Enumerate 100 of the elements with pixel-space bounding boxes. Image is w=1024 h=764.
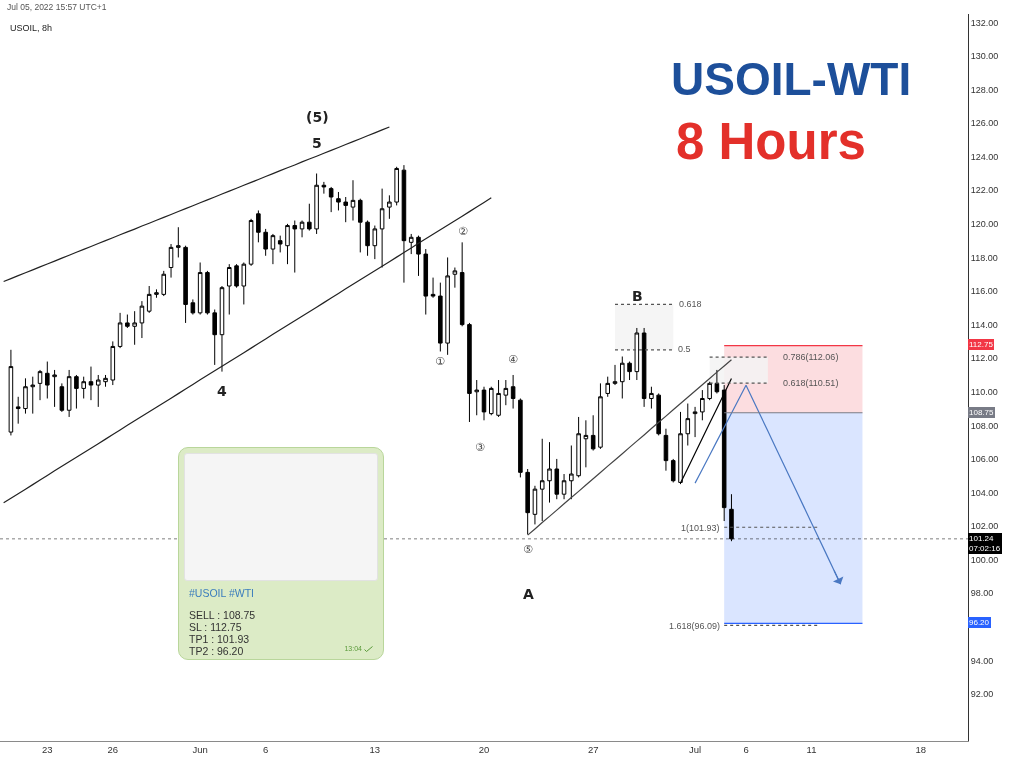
candlestick	[459, 241, 465, 327]
annotation: ⑤	[523, 543, 533, 556]
candlestick	[270, 233, 276, 265]
candlestick	[212, 309, 217, 366]
candlestick	[503, 379, 509, 406]
candlestick	[641, 327, 647, 408]
x-tick-label: 20	[478, 744, 490, 756]
candlestick	[336, 191, 341, 211]
y-tick-label: 98.00	[970, 588, 994, 599]
candlestick	[372, 225, 378, 260]
annotation: 1.618(96.09)	[669, 621, 721, 631]
y-tick-label: 132.00	[970, 17, 999, 28]
annotation: TP1 : 101.93	[189, 633, 251, 645]
candlestick	[620, 356, 625, 399]
candlestick	[241, 261, 247, 305]
candlestick	[561, 473, 567, 500]
line-series	[3, 197, 492, 504]
text: Jul 05, 2022 15:57 UTC+1	[7, 2, 107, 12]
candlestick	[15, 396, 21, 425]
candlestick	[234, 263, 239, 289]
candlestick	[321, 181, 327, 195]
candlestick	[350, 179, 356, 222]
candlestick	[314, 173, 319, 235]
y-tick-label: 94.00	[970, 655, 994, 666]
x-tick-label: Jul	[688, 744, 702, 756]
annotation: (5)	[306, 109, 329, 125]
candlestick	[379, 188, 385, 269]
candlestick	[590, 414, 596, 452]
candlestick	[474, 379, 479, 416]
candlestick	[307, 203, 312, 232]
candlestick	[365, 220, 370, 257]
x-tick-label: 6	[743, 744, 749, 756]
annotation: USOIL, 8h	[10, 23, 53, 33]
candlestick	[423, 248, 429, 316]
candlestick	[74, 374, 79, 410]
y-tick-label: 114.00	[970, 319, 998, 330]
candlestick	[30, 376, 36, 415]
x-tick-label: 27	[587, 744, 599, 756]
annotation: ④	[508, 353, 518, 366]
candlestick	[110, 340, 116, 386]
candlestick	[518, 397, 523, 478]
annotation: #USOIL #WTI	[189, 587, 255, 599]
candlestick	[8, 349, 14, 436]
annotation: ③	[475, 441, 485, 454]
candlestick	[576, 416, 581, 478]
candlestick	[292, 220, 298, 274]
annotation: 0.5	[678, 344, 691, 354]
annotation: 4	[217, 383, 227, 399]
candlestick	[452, 267, 458, 289]
annotation: 0.618	[679, 299, 702, 309]
candlestick	[205, 270, 210, 316]
x-tick-label: 23	[42, 744, 53, 756]
line-series	[527, 359, 733, 536]
y-tick-label: 130.00	[970, 51, 999, 62]
candlestick	[612, 364, 618, 386]
candlestick	[408, 233, 414, 255]
candlestick	[176, 226, 181, 258]
x-tick-label: 26	[107, 744, 119, 756]
annotation: B	[632, 288, 643, 304]
candlestick	[328, 186, 334, 213]
x-tick-label: 11	[806, 744, 817, 756]
x-tick-label: Jun	[192, 744, 208, 756]
y-tick-label: 126.00	[970, 118, 999, 129]
candlestick	[394, 166, 399, 206]
annotation: 96.20	[969, 618, 990, 627]
candlestick	[663, 428, 669, 472]
candlestick	[95, 374, 101, 408]
y-tick-label: 108.00	[970, 420, 999, 431]
candlestick	[649, 386, 654, 410]
candlestick	[416, 235, 421, 277]
candlestick	[489, 386, 494, 416]
annotation: 0.786(112.06)	[783, 352, 839, 362]
candlestick	[430, 277, 436, 299]
candlestick	[670, 458, 676, 483]
candlestick	[299, 220, 305, 238]
candlestick	[401, 164, 407, 284]
candlestick	[125, 314, 130, 329]
candlestick	[183, 245, 188, 324]
candlestick	[81, 376, 86, 399]
annotation: TP2 : 96.20	[189, 645, 245, 657]
candlestick	[343, 196, 348, 223]
candlestick	[263, 228, 268, 257]
candlestick	[256, 209, 261, 243]
candlestick	[146, 285, 152, 314]
y-tick-label: 116.00	[970, 286, 998, 297]
candlestick	[547, 441, 552, 504]
y-tick-label: 106.00	[970, 454, 999, 465]
candlestick	[387, 194, 392, 220]
annotation: A	[523, 586, 534, 602]
y-tick-label: 124.00	[970, 151, 999, 162]
annotation: ①	[435, 355, 445, 368]
text: 8 Hours	[676, 113, 866, 170]
candlestick	[37, 369, 43, 401]
candlestick	[168, 243, 174, 279]
candlestick	[685, 403, 691, 446]
candlestick	[481, 386, 487, 421]
candlestick	[139, 300, 145, 339]
candlestick	[539, 438, 545, 522]
candlestick	[583, 419, 589, 468]
candlestick	[45, 361, 50, 399]
